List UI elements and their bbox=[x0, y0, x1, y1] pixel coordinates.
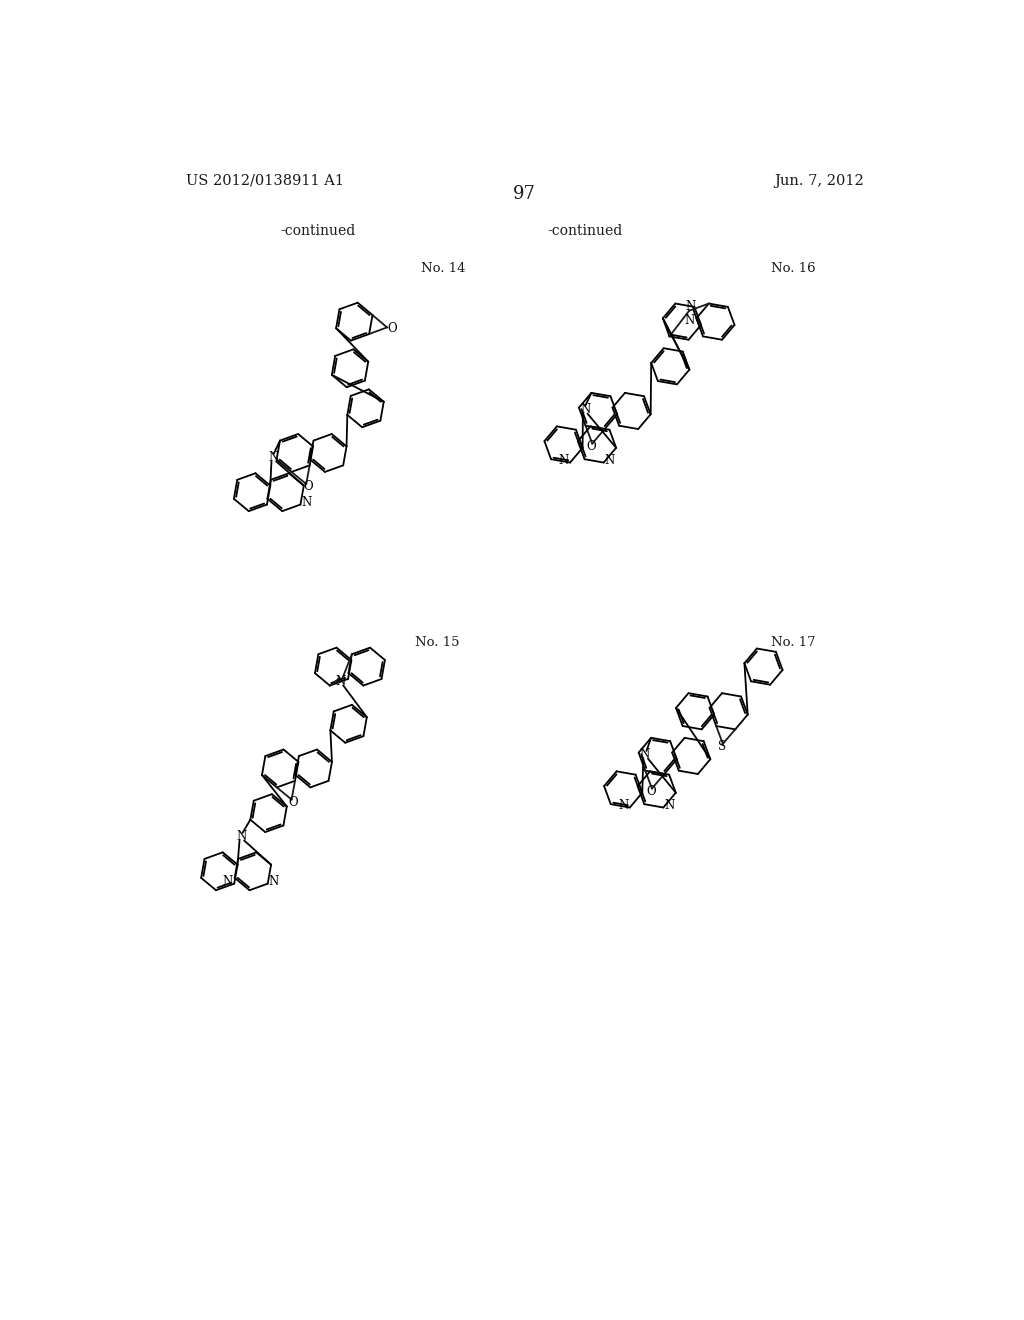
Text: US 2012/0138911 A1: US 2012/0138911 A1 bbox=[186, 174, 344, 187]
Text: 97: 97 bbox=[513, 185, 537, 203]
Text: N: N bbox=[236, 830, 246, 843]
Text: N: N bbox=[301, 496, 311, 508]
Text: Jun. 7, 2012: Jun. 7, 2012 bbox=[774, 174, 864, 187]
Text: N: N bbox=[605, 454, 615, 467]
Text: N: N bbox=[223, 875, 233, 888]
Text: O: O bbox=[587, 440, 596, 453]
Text: N: N bbox=[268, 875, 280, 888]
Text: No. 17: No. 17 bbox=[771, 636, 816, 649]
Text: -continued: -continued bbox=[281, 224, 355, 238]
Text: S: S bbox=[718, 741, 726, 754]
Text: No. 15: No. 15 bbox=[415, 636, 459, 649]
Text: O: O bbox=[387, 322, 397, 335]
Text: N: N bbox=[665, 799, 675, 812]
Text: O: O bbox=[646, 785, 655, 799]
Text: -continued: -continued bbox=[548, 224, 623, 238]
Text: N: N bbox=[336, 675, 346, 688]
Text: No. 16: No. 16 bbox=[771, 263, 816, 276]
Text: O: O bbox=[303, 480, 313, 494]
Text: O: O bbox=[289, 796, 299, 809]
Text: N: N bbox=[618, 799, 629, 812]
Text: N: N bbox=[686, 301, 696, 313]
Text: N: N bbox=[684, 314, 694, 327]
Text: N: N bbox=[559, 454, 569, 467]
Text: N: N bbox=[268, 451, 279, 465]
Text: N: N bbox=[640, 748, 650, 762]
Text: N: N bbox=[580, 404, 590, 416]
Text: No. 14: No. 14 bbox=[421, 263, 466, 276]
